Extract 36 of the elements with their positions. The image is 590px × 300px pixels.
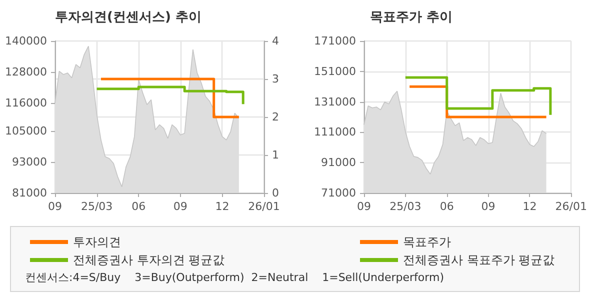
y2-tick-label: 0 xyxy=(272,186,279,200)
y-tick-label: 91000 xyxy=(321,156,356,170)
y2-tick-label: 2 xyxy=(272,110,279,124)
x-tick-label: 12 xyxy=(215,200,230,213)
y-tick-label: 105000 xyxy=(5,124,47,138)
y-tick-label: 171000 xyxy=(314,34,356,48)
x-tick-label: 09 xyxy=(357,200,371,213)
y-tick-label: 71000 xyxy=(321,186,356,200)
x-tick-label: 09 xyxy=(173,200,188,213)
y-tick-label: 93000 xyxy=(12,156,47,169)
y-tick-label: 140000 xyxy=(5,34,47,48)
x-tick-label: 26/01 xyxy=(555,200,587,213)
chart-title: 목표주가 추이 xyxy=(370,10,453,25)
y-tick-label: 131000 xyxy=(314,95,356,108)
y2-tick-label: 3 xyxy=(272,72,279,86)
y-tick-label: 116000 xyxy=(5,96,47,110)
x-tick-label: 09 xyxy=(48,200,62,213)
y-tick-label: 151000 xyxy=(314,64,356,78)
x-tick-label: 06 xyxy=(132,200,146,213)
y-tick-label: 81000 xyxy=(12,186,47,200)
text: 컨센서스:4=S/Buy 3=Buy(Outperform) 2=Neutral 1=Sell(Underperform) xyxy=(25,271,444,284)
y2-tick-label: 4 xyxy=(272,34,279,48)
y-tick-label: 111000 xyxy=(314,126,356,139)
y-tick-label: 128000 xyxy=(5,65,47,78)
y2-tick-label: 1 xyxy=(272,148,279,162)
legend-label: 전체증권사 목표주가 평균값 xyxy=(403,253,555,267)
x-tick-label: 25/03 xyxy=(80,200,113,213)
legend-label: 투자의견 xyxy=(73,235,121,249)
chart-title: 투자의견(컨센서스) 추이 xyxy=(55,10,202,25)
x-tick-label: 09 xyxy=(481,200,496,213)
legend-label: 전체증권사 투자의견 평균값 xyxy=(73,253,225,267)
x-tick-label: 26/01 xyxy=(248,200,280,213)
legend-label: 목표주가 xyxy=(403,235,451,249)
x-tick-label: 25/03 xyxy=(390,200,422,213)
x-tick-label: 06 xyxy=(440,200,454,213)
x-tick-label: 12 xyxy=(522,200,537,213)
